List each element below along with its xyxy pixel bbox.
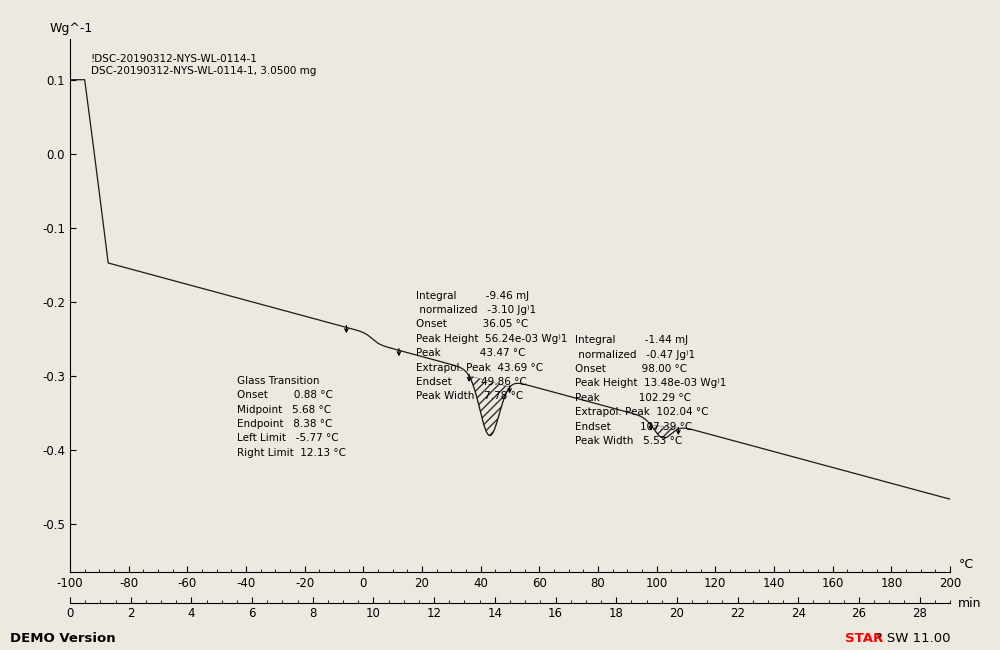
Text: °C: °C [959, 558, 974, 571]
Text: min: min [958, 597, 982, 610]
Text: ° SW 11.00: ° SW 11.00 [876, 632, 950, 645]
Text: DSC-20190312-NYS-WL-0114-1, 3.0500 mg: DSC-20190312-NYS-WL-0114-1, 3.0500 mg [91, 66, 316, 77]
Text: Wg^-1: Wg^-1 [49, 22, 93, 35]
Text: Integral         -1.44 mJ
 normalized   -0.47 Jg⁾1
Onset           98.00 °C
Peak: Integral -1.44 mJ normalized -0.47 Jg⁾1 … [575, 335, 726, 446]
Text: Integral         -9.46 mJ
 normalized   -3.10 Jg⁾1
Onset           36.05 °C
Peak: Integral -9.46 mJ normalized -3.10 Jg⁾1 … [416, 291, 568, 402]
Text: Glass Transition
Onset        0.88 °C
Midpoint   5.68 °C
Endpoint   8.38 °C
Left: Glass Transition Onset 0.88 °C Midpoint … [237, 376, 346, 458]
Text: STAR: STAR [845, 632, 883, 645]
Text: !DSC-20190312-NYS-WL-0114-1: !DSC-20190312-NYS-WL-0114-1 [91, 54, 257, 64]
Text: DEMO Version: DEMO Version [10, 632, 116, 645]
